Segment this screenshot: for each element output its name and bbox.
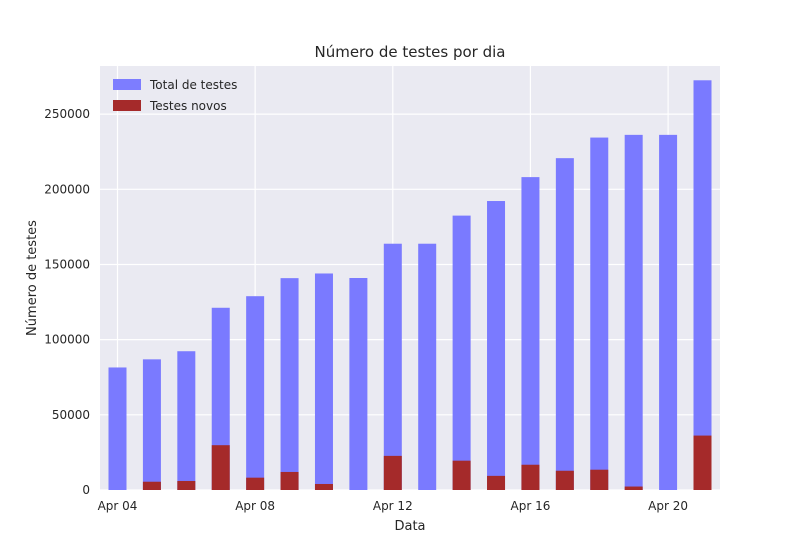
bar-total [624,134,643,490]
bar-new [590,469,609,490]
bar-total [211,307,230,490]
bar-total [108,367,127,490]
bar-new [693,435,712,490]
bar-new [452,460,471,490]
chart-title: Número de testes por dia [314,43,505,61]
x-tick-label: Apr 12 [373,499,413,513]
bar-total [659,134,678,490]
bar-new [211,445,230,490]
bar-total [349,278,368,490]
bar-total [418,243,437,490]
bar-total [314,273,333,490]
x-tick-label: Apr 20 [648,499,688,513]
y-tick-label: 50000 [52,408,90,422]
legend-label-total: Total de testes [149,78,237,92]
legend: Total de testes Testes novos [113,78,237,113]
bars [108,80,712,491]
y-axis-label: Número de testes [25,220,40,336]
bar-new [280,471,299,490]
legend-swatch-new [113,100,141,111]
bar-new [487,475,506,490]
x-ticks: Apr 04 Apr 08 Apr 12 Apr 16 Apr 20 [98,499,688,513]
plot-area [100,66,720,490]
legend-swatch-total [113,79,141,90]
bar-total [487,201,506,490]
bar-new [555,470,574,490]
bar-new [177,480,196,490]
bar-total [521,177,540,490]
x-tick-label: Apr 16 [511,499,551,513]
bar-new [246,477,265,490]
y-ticks: 0 50000 100000 150000 200000 250000 [44,107,90,497]
bar-total [177,351,196,490]
y-tick-label: 0 [82,483,90,497]
bar-new [521,464,540,490]
y-tick-label: 100000 [44,333,90,347]
bar-total [280,278,299,490]
bar-total [142,359,161,490]
bar-total [590,137,609,491]
bar-total [246,296,265,490]
y-tick-label: 250000 [44,107,90,121]
x-axis-label: Data [394,519,425,534]
bar-total [693,80,712,490]
bar-new [314,483,333,490]
bar-new [383,455,402,490]
x-tick-label: Apr 08 [235,499,275,513]
bar-total [383,243,402,490]
bar-total [555,158,574,491]
bar-new [142,481,161,490]
x-tick-label: Apr 04 [98,499,138,513]
y-tick-label: 150000 [44,257,90,271]
legend-label-new: Testes novos [149,99,227,113]
y-tick-label: 200000 [44,182,90,196]
bar-new [624,486,643,490]
bar-total [452,215,471,490]
